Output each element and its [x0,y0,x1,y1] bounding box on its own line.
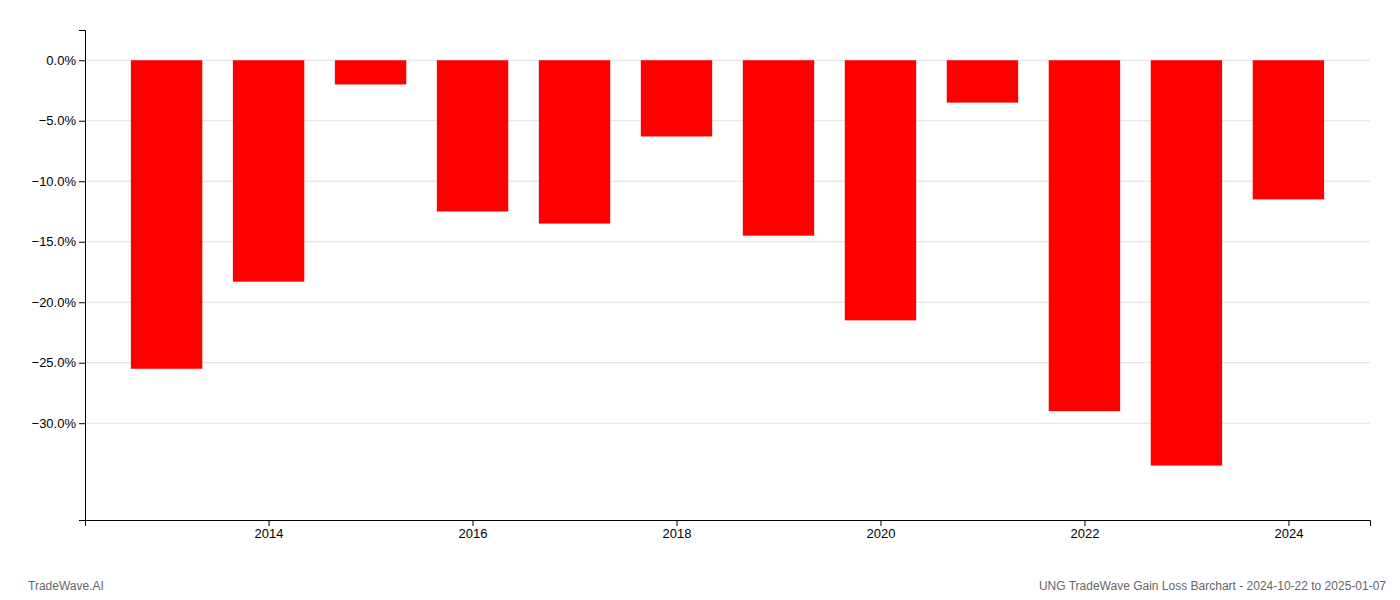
bar [641,60,712,136]
bar [1049,60,1120,411]
y-tick: −25.0% [32,355,85,370]
y-tick-label: −25.0% [32,355,77,370]
x-tick-mark [1288,520,1289,526]
bar [845,60,916,320]
x-axis-line [86,521,1371,527]
y-tick: −10.0% [32,174,85,189]
y-tick-mark [79,121,85,122]
x-tick-label: 2020 [867,526,896,541]
y-tick-label: −10.0% [32,174,77,189]
x-tick: 2024 [1274,520,1303,541]
plot: 0.0% −5.0% −10.0% −15.0% −20.0% −25.0% −30.0% 2… [32,31,1371,542]
x-tick-mark [473,520,474,526]
x-tick: 2022 [1070,520,1099,541]
bars [131,60,1324,465]
y-tick-label: −15.0% [32,234,77,249]
bar [1151,60,1222,465]
y-tick-mark [79,363,85,364]
y-tick: −15.0% [32,234,85,249]
y-tick: 0.0% [46,53,85,68]
y-tick: −5.0% [39,113,85,128]
bar [947,60,1018,102]
bar [131,60,202,369]
footer: TradeWave.AI [28,579,104,593]
bar [437,60,508,211]
x-tick-label: 2016 [459,526,488,541]
y-tick-mark [79,242,85,243]
x-tick: 2020 [867,520,896,541]
x-axis: 2014 2016 2018 2020 2022 2024 [86,520,1371,541]
x-tick-mark [677,520,678,526]
bar [335,60,406,84]
x-tick: 2016 [459,520,488,541]
y-tick: −20.0% [32,295,85,310]
bar [743,60,814,235]
bar [233,60,304,281]
x-tick-mark [880,520,881,526]
x-tick-label: 2018 [663,526,692,541]
footer: UNG TradeWave Gain Loss Barchart - 2024-… [1039,579,1386,593]
y-tick-mark [79,181,85,182]
y-tick-mark [79,302,85,303]
x-tick-mark [269,520,270,526]
y-tick-mark [79,60,85,61]
chart: 0.0% −5.0% −10.0% −15.0% −20.0% −25.0% −30.0% 2… [0,0,1400,600]
y-tick-label: −30.0% [32,416,77,431]
y-axis: 0.0% −5.0% −10.0% −15.0% −20.0% −25.0% −30.0% [32,31,86,521]
y-axis-line [79,31,86,521]
bar [539,60,610,223]
x-tick: 2014 [255,520,284,541]
x-tick-label: 2024 [1274,526,1303,541]
y-tick-label: −5.0% [39,113,77,128]
x-tick-label: 2022 [1070,526,1099,541]
x-tick: 2018 [663,520,692,541]
y-tick-label: −20.0% [32,295,77,310]
y-tick-mark [79,423,85,424]
y-tick-label: 0.0% [46,53,76,68]
bar [1253,60,1324,199]
x-tick-mark [1084,520,1085,526]
x-tick-label: 2014 [255,526,284,541]
y-tick: −30.0% [32,416,85,431]
